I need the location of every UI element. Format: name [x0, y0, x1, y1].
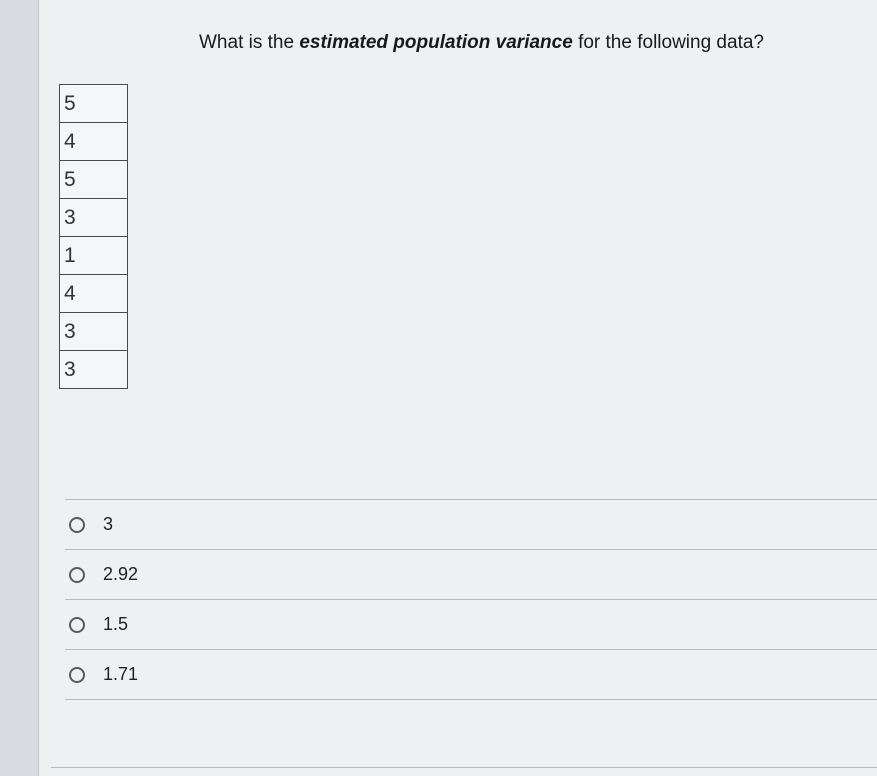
data-cell: 4 [60, 123, 128, 161]
data-cell: 3 [60, 351, 128, 389]
data-cell: 5 [60, 161, 128, 199]
data-cell: 4 [60, 275, 128, 313]
question-prefix: What is the [199, 32, 299, 53]
data-cell: 3 [60, 199, 128, 237]
table-row: 3 [60, 313, 128, 351]
option-row[interactable]: 2.92 [65, 549, 877, 599]
option-label: 1.71 [103, 664, 138, 685]
data-cell: 1 [60, 237, 128, 275]
option-row[interactable]: 1.71 [65, 649, 877, 700]
option-row[interactable]: 3 [65, 499, 877, 549]
question-suffix: for the following data? [573, 32, 764, 53]
table-row: 5 [60, 161, 128, 199]
option-row[interactable]: 1.5 [65, 599, 877, 649]
panel-bottom-border [51, 767, 877, 768]
radio-icon[interactable] [69, 517, 85, 533]
option-label: 3 [103, 514, 113, 535]
table-row: 4 [60, 275, 128, 313]
table-row: 3 [60, 351, 128, 389]
radio-icon[interactable] [69, 567, 85, 583]
question-prompt: What is the estimated population varianc… [199, 32, 877, 54]
option-label: 1.5 [103, 614, 128, 635]
table-row: 3 [60, 199, 128, 237]
data-cell: 3 [60, 313, 128, 351]
question-emphasis: estimated population variance [299, 32, 572, 53]
data-table: 5 4 5 3 1 4 3 3 [59, 84, 128, 389]
radio-icon[interactable] [69, 617, 85, 633]
table-row: 5 [60, 85, 128, 123]
question-panel: What is the estimated population varianc… [38, 0, 877, 776]
answer-options: 3 2.92 1.5 1.71 [65, 499, 877, 700]
table-row: 1 [60, 237, 128, 275]
option-label: 2.92 [103, 564, 138, 585]
table-row: 4 [60, 123, 128, 161]
radio-icon[interactable] [69, 667, 85, 683]
data-cell: 5 [60, 85, 128, 123]
